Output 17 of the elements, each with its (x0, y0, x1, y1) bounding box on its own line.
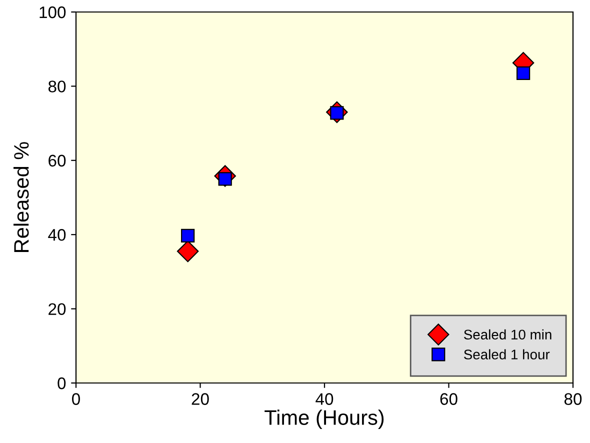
y-tick-label: 80 (48, 80, 66, 92)
x-tick-label: 0 (72, 393, 80, 405)
legend-label: Sealed 1 hour (464, 349, 550, 360)
x-tick-label: 40 (316, 393, 334, 405)
x-tick-label: 20 (192, 393, 209, 405)
point (181, 228, 195, 243)
y-tick-label: 0 (58, 377, 66, 390)
y-axis-title: Released % (13, 142, 29, 252)
x-tick-label: 60 (440, 393, 458, 405)
y-tick-label: 100 (40, 6, 66, 18)
x-tick-label: 80 (564, 393, 582, 405)
y-tick-label: 20 (48, 303, 66, 316)
point (516, 66, 530, 80)
legend-label: Sealed 10 min (464, 329, 552, 340)
y-tick-label: 60 (48, 154, 66, 167)
y-tick-label: 40 (48, 229, 66, 241)
x-axis-title: Time (Hours) (264, 410, 384, 430)
